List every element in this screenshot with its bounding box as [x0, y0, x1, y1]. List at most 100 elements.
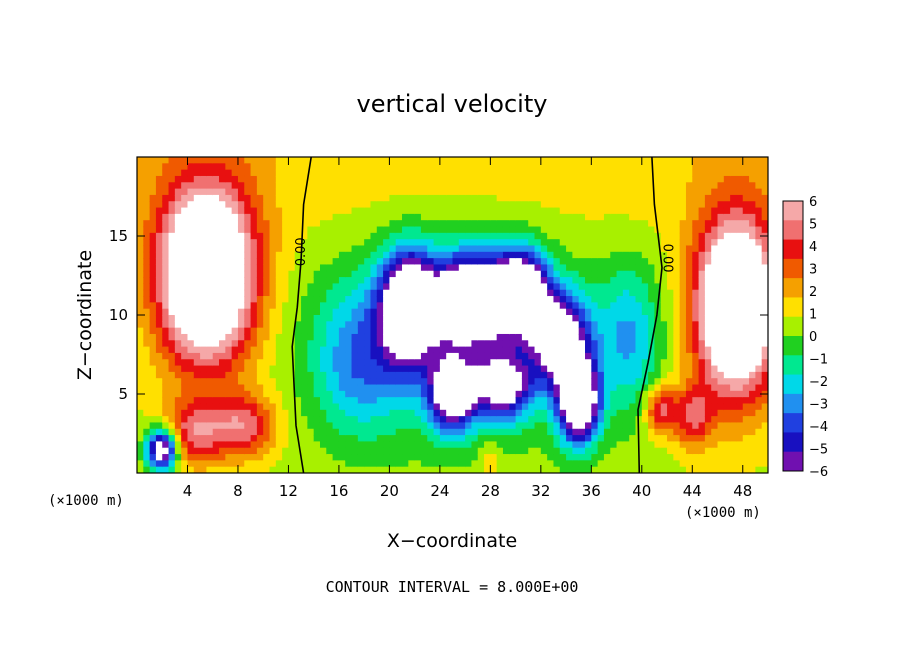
field-cell	[610, 213, 618, 221]
field-cell	[326, 182, 334, 190]
field-cell	[515, 258, 523, 266]
field-cell	[376, 163, 384, 171]
field-cell	[736, 264, 744, 272]
field-cell	[319, 359, 327, 367]
field-cell	[559, 226, 567, 234]
field-cell	[181, 194, 189, 202]
field-cell	[648, 428, 656, 436]
field-cell	[433, 175, 441, 183]
field-cell	[439, 226, 447, 234]
field-cell	[471, 289, 479, 297]
field-cell	[534, 188, 542, 196]
field-cell	[439, 213, 447, 221]
field-cell	[496, 157, 504, 164]
field-cell	[515, 390, 523, 398]
field-cell	[408, 352, 416, 360]
field-cell	[174, 277, 182, 284]
field-cell	[502, 175, 510, 183]
field-cell	[269, 441, 277, 449]
field-cell	[193, 390, 201, 398]
field-cell	[698, 251, 706, 259]
field-cell	[338, 403, 346, 411]
field-cell	[155, 416, 163, 424]
field-cell	[704, 194, 712, 202]
field-cell	[395, 258, 403, 266]
field-cell	[572, 384, 580, 392]
field-cell	[137, 441, 144, 449]
field-cell	[730, 201, 738, 209]
field-cell	[256, 371, 264, 379]
field-cell	[717, 441, 725, 449]
field-cell	[755, 441, 763, 449]
field-cell	[181, 163, 189, 171]
field-cell	[547, 365, 555, 373]
field-cell	[553, 435, 561, 442]
field-cell	[723, 264, 731, 272]
field-cell	[553, 289, 561, 297]
field-cell	[200, 194, 208, 202]
field-cell	[458, 194, 466, 202]
field-cell	[282, 296, 290, 303]
field-cell	[301, 232, 308, 240]
field-cell	[711, 365, 719, 373]
field-cell	[698, 201, 706, 209]
field-cell	[231, 397, 239, 405]
field-cell	[225, 157, 233, 164]
field-cell	[294, 201, 302, 209]
field-cell	[389, 283, 397, 291]
field-cell	[698, 390, 706, 398]
field-cell	[521, 352, 529, 360]
field-cell	[534, 454, 542, 461]
field-cell	[484, 346, 491, 354]
field-cell	[490, 232, 498, 240]
field-cell	[742, 157, 750, 164]
field-cell	[660, 226, 668, 234]
field-cell	[301, 403, 308, 411]
field-cell	[439, 258, 447, 266]
field-cell	[477, 390, 485, 398]
field-cell	[749, 239, 756, 247]
field-cell	[193, 232, 201, 240]
field-cell	[704, 182, 712, 190]
field-cell	[597, 359, 605, 367]
field-cell	[654, 422, 662, 430]
field-cell	[484, 390, 491, 398]
field-cell	[376, 226, 384, 234]
field-cell	[685, 245, 693, 253]
field-cell	[528, 220, 536, 228]
field-cell	[679, 201, 687, 209]
field-cell	[534, 416, 542, 424]
field-cell	[155, 239, 163, 247]
field-cell	[629, 289, 637, 297]
field-cell	[452, 340, 460, 348]
field-cell	[143, 409, 151, 417]
field-cell	[313, 220, 321, 228]
field-cell	[465, 201, 473, 209]
field-cell	[528, 270, 536, 278]
field-cell	[648, 226, 656, 234]
field-cell	[515, 188, 523, 196]
field-cell	[332, 422, 340, 430]
field-cell	[471, 213, 479, 221]
field-cell	[319, 333, 327, 341]
field-cell	[648, 264, 656, 272]
field-cell	[572, 447, 580, 455]
field-cell	[263, 220, 271, 228]
field-cell	[723, 454, 731, 461]
field-cell	[749, 264, 756, 272]
field-cell	[376, 333, 384, 341]
field-cell	[307, 213, 315, 221]
field-cell	[597, 270, 605, 278]
field-cell	[559, 346, 567, 354]
field-cell	[294, 340, 302, 348]
field-cell	[402, 213, 409, 221]
field-cell	[742, 226, 750, 234]
field-cell	[395, 428, 403, 436]
field-cell	[294, 213, 302, 221]
field-cell	[137, 213, 144, 221]
field-cell	[458, 327, 466, 335]
field-cell	[269, 384, 277, 392]
field-cell	[603, 397, 611, 405]
field-cell	[452, 441, 460, 449]
field-cell	[225, 283, 233, 291]
